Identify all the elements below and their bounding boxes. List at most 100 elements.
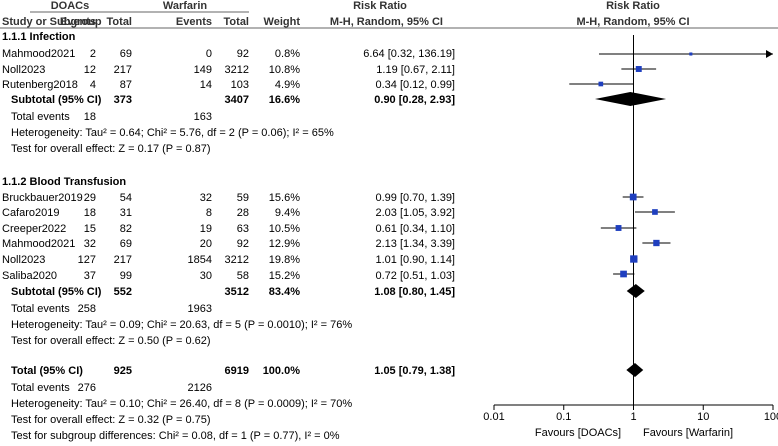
study-name: Mahmood2021 (2, 238, 75, 250)
risk-ratio-ci: 2.13 [1.34, 3.39] (375, 238, 455, 250)
study-point-estimate (689, 52, 693, 56)
header-total-warfarin: Total (224, 16, 249, 28)
weight: 4.9% (275, 79, 300, 91)
total-doacs: 54 (120, 192, 132, 204)
subtotal-weight: 83.4% (269, 286, 300, 298)
total-events-row: Total events 258 1963 (11, 303, 212, 315)
subtotal-total-warfarin: 3407 (225, 94, 249, 106)
study-marker-group (600, 225, 637, 231)
total-doacs: 217 (114, 254, 132, 266)
x-axis-tick-label: 100 (764, 411, 778, 423)
subtotal-diamond (594, 92, 667, 106)
subtotal-weight: 16.6% (269, 94, 300, 106)
subtotal-ci: 0.90 [0.28, 2.93] (374, 94, 455, 106)
study-name: Noll2023 (2, 254, 45, 266)
events-warfarin: 20 (200, 238, 212, 250)
total-warfarin: 92 (237, 48, 249, 60)
study-name: Cafaro2019 (2, 207, 60, 219)
subtotal-label: Subtotal (95% CI) (11, 286, 102, 298)
events-warfarin: 149 (194, 64, 212, 76)
header-study: Study or Subgroup (2, 16, 102, 28)
total-warfarin: 58 (237, 270, 249, 282)
header: DOACs Warfarin Risk Ratio Risk Ratio Stu… (0, 0, 778, 29)
study-name: Creeper2022 (2, 223, 66, 235)
x-axis-tick-label: 0.01 (483, 411, 504, 423)
study-marker-group (622, 193, 644, 201)
heterogeneity-text: Heterogeneity: Tau² = 0.64; Chi² = 5.76,… (11, 127, 334, 139)
total-events-warfarin: 1963 (188, 303, 212, 315)
subtotal-total-doacs: 373 (114, 94, 132, 106)
overall-ci: 1.05 [0.79, 1.38] (374, 365, 455, 377)
events-doacs: 127 (78, 254, 96, 266)
total-warfarin: 103 (231, 79, 249, 91)
subgroup-differences-text: Test for subgroup differences: Chi² = 0.… (11, 430, 340, 442)
events-doacs: 4 (90, 79, 96, 91)
total-warfarin: 59 (237, 192, 249, 204)
risk-ratio-ci: 6.64 [0.32, 136.19] (363, 48, 455, 60)
risk-ratio-ci: 0.72 [0.51, 1.03] (375, 270, 455, 282)
risk-ratio-ci: 0.61 [0.34, 1.10] (375, 223, 455, 235)
total-doacs: 217 (114, 64, 132, 76)
header-group-warfarin: Warfarin (163, 0, 207, 12)
study-row: Rutenberg2018 4 87 14 103 4.9% 0.34 [0.1… (2, 79, 455, 91)
study-row: Saliba2020 37 99 30 58 15.2% 0.72 [0.51,… (2, 270, 455, 282)
overall-effect-text: Test for overall effect: Z = 0.50 (P = 0… (11, 335, 211, 347)
events-warfarin: 0 (206, 48, 212, 60)
total-doacs: 69 (120, 238, 132, 250)
x-axis-tick-label: 1 (630, 411, 636, 423)
total-events-label: Total events (11, 303, 70, 315)
total-doacs: 82 (120, 223, 132, 235)
overall-events-row: Total events 276 2126 (11, 382, 212, 394)
events-warfarin: 19 (200, 223, 212, 235)
risk-ratio-ci: 0.34 [0.12, 0.99] (375, 79, 455, 91)
subtotal-ci: 1.08 [0.80, 1.45] (374, 286, 455, 298)
plot-axis: 0.01 0.1 1 10 100 Favours [DOACs] Favours [W… (483, 35, 778, 439)
study-marker-group (598, 50, 773, 58)
weight: 19.8% (269, 254, 300, 266)
study-name: Rutenberg2018 (2, 79, 78, 91)
overall-events-doacs: 276 (78, 382, 96, 394)
favours-right-label: Favours [Warfarin] (643, 427, 733, 439)
events-doacs: 29 (84, 192, 96, 204)
subtotal-total-doacs: 552 (114, 286, 132, 298)
subgroup-title: 1.1.1 Infection (2, 31, 76, 43)
events-doacs: 15 (84, 223, 96, 235)
events-doacs: 32 (84, 238, 96, 250)
overall-weight: 100.0% (263, 365, 301, 377)
risk-ratio-ci: 2.03 [1.05, 3.92] (375, 207, 455, 219)
weight: 15.2% (269, 270, 300, 282)
events-warfarin: 8 (206, 207, 212, 219)
weight: 15.6% (269, 192, 300, 204)
header-total-doacs: Total (107, 16, 132, 28)
study-row: Cafaro2019 18 31 8 28 9.4% 2.03 [1.05, 3… (2, 207, 455, 219)
weight: 12.9% (269, 238, 300, 250)
risk-ratio-ci: 1.01 [0.90, 1.14] (375, 254, 455, 266)
subgroup-blood-transfusion: 1.1.2 Blood Transfusion Bruckbauer2019 2… (2, 176, 455, 347)
study-point-estimate (630, 255, 638, 263)
study-marker-group (634, 209, 675, 215)
overall-effect-text: Test for overall effect: Z = 0.32 (P = 0… (11, 414, 211, 426)
overall-events-label: Total events (11, 382, 70, 394)
header-events-doacs: Events (60, 16, 96, 28)
total-events-doacs: 18 (84, 111, 96, 123)
ci-arrow-right (766, 50, 773, 58)
events-doacs: 12 (84, 64, 96, 76)
study-point-estimate (635, 66, 642, 72)
risk-ratio-ci: 1.19 [0.67, 2.11] (376, 64, 455, 76)
overall-effect-text: Test for overall effect: Z = 0.17 (P = 0… (11, 143, 211, 155)
subtotal-diamond (626, 284, 645, 298)
study-point-estimate (629, 193, 637, 201)
total-doacs: 99 (120, 270, 132, 282)
total-events-row: Total events 18 163 (11, 111, 212, 123)
header-events-warfarin: Events (176, 16, 212, 28)
total-warfarin: 92 (237, 238, 249, 250)
events-warfarin: 14 (200, 79, 212, 91)
risk-ratio-ci: 0.99 [0.70, 1.39] (375, 192, 455, 204)
subtotal-label: Subtotal (95% CI) (11, 94, 102, 106)
header-group-doacs: DOACs (51, 0, 90, 12)
events-warfarin: 30 (200, 270, 212, 282)
weight: 10.5% (269, 223, 300, 235)
weight: 0.8% (275, 48, 300, 60)
events-doacs: 18 (84, 207, 96, 219)
